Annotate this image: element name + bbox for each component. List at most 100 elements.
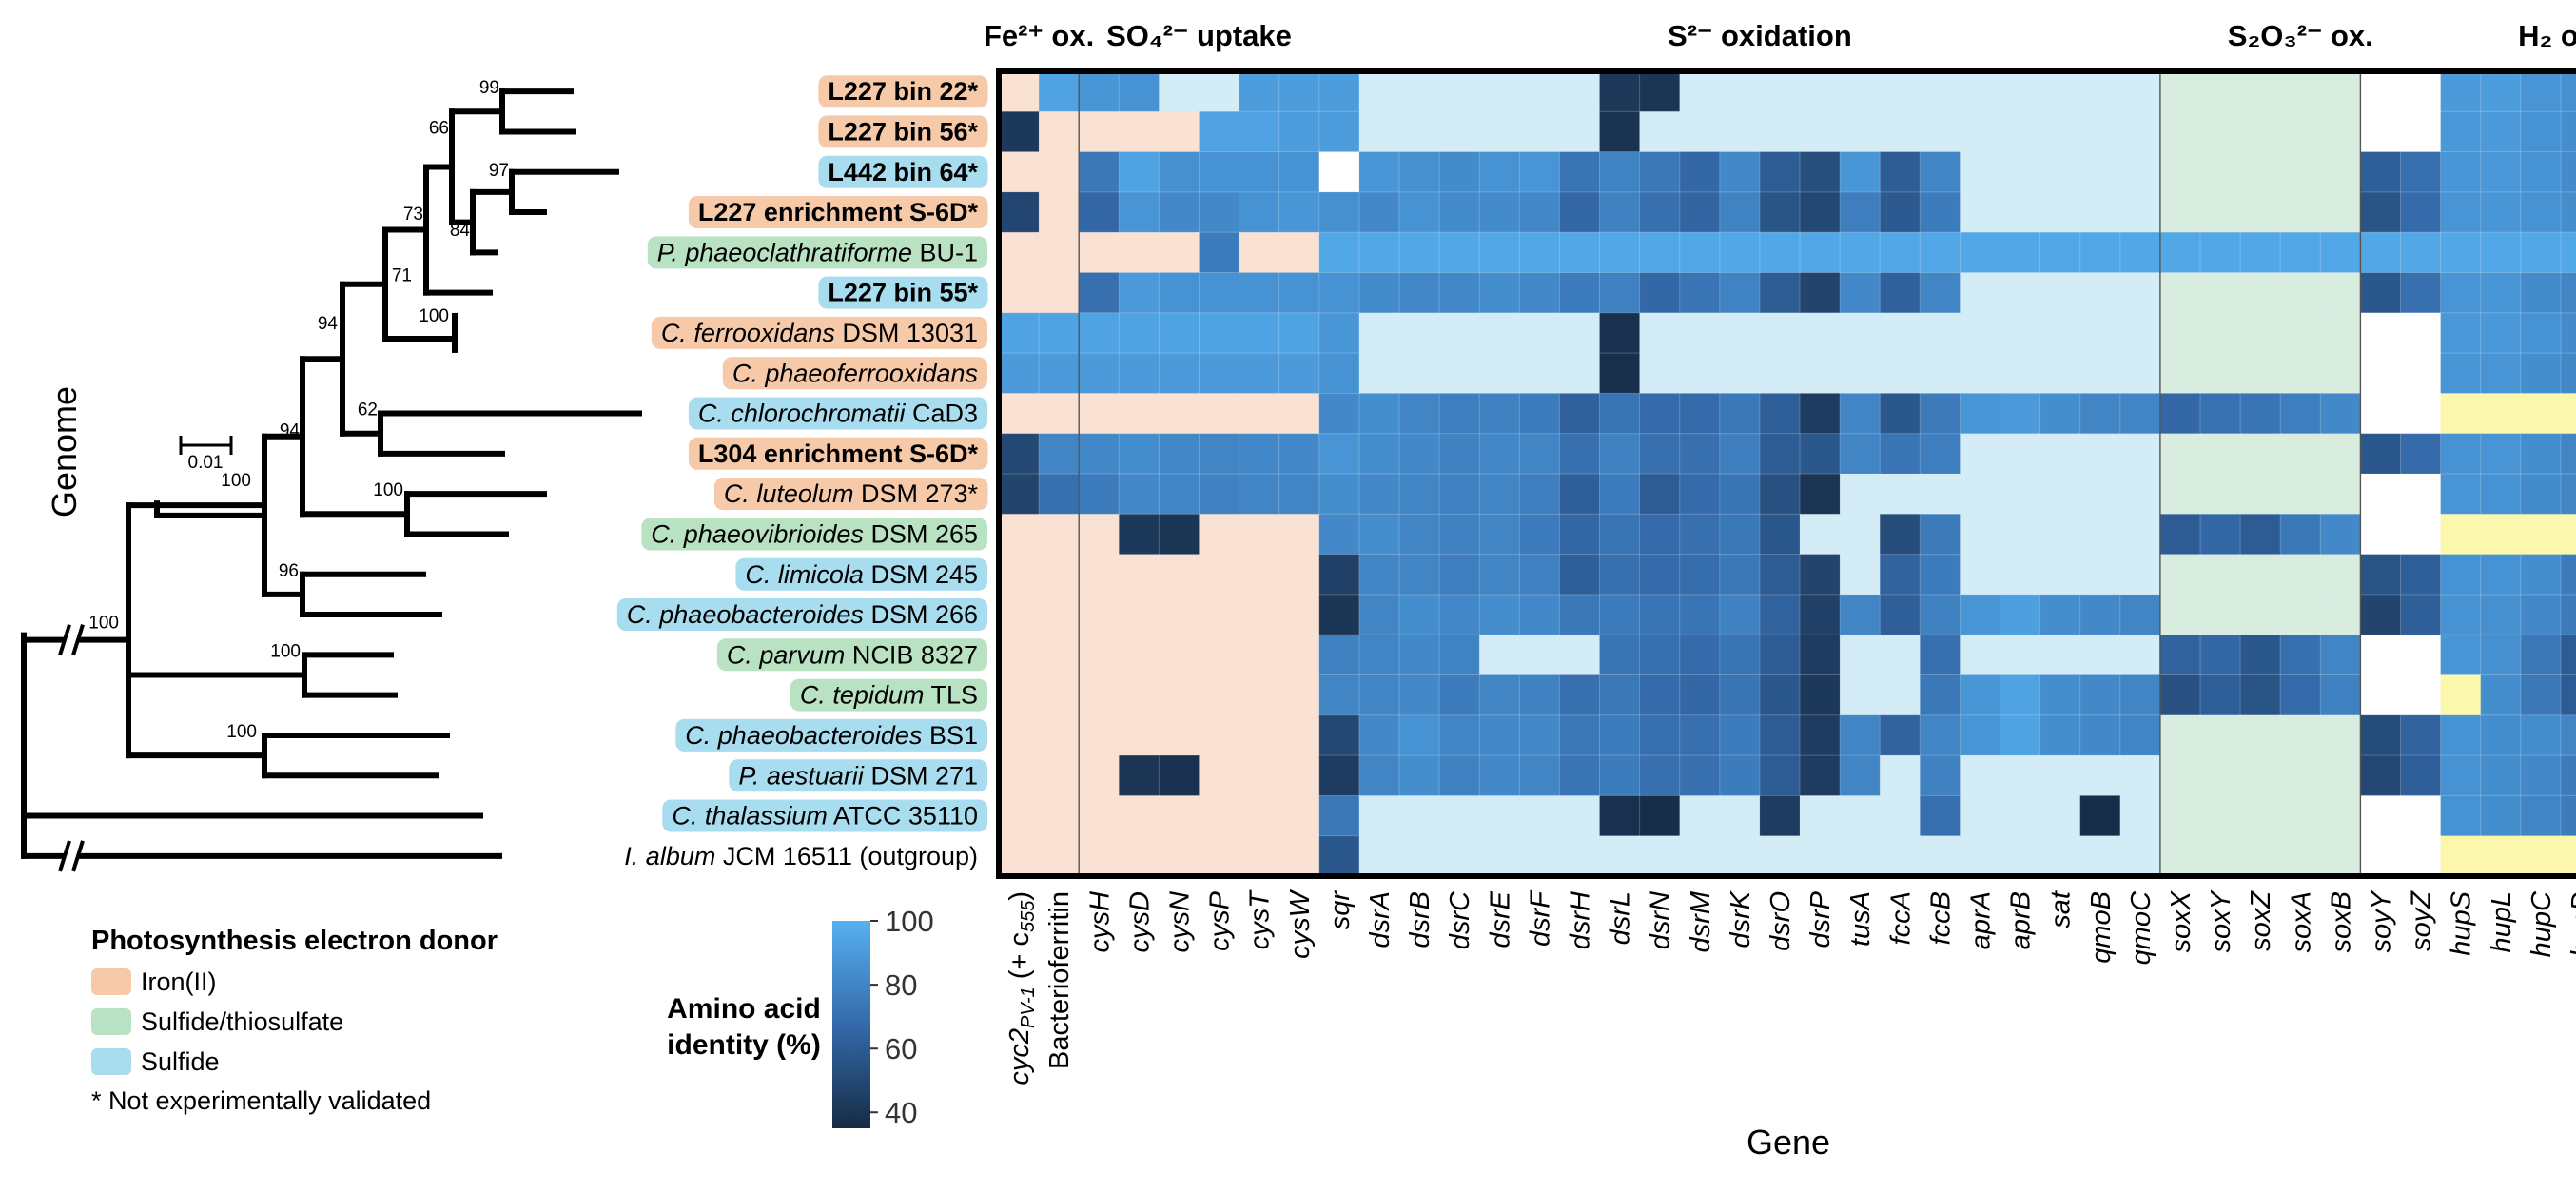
cell-r18-c3 <box>1119 795 1160 837</box>
cell-outline <box>2239 231 2281 273</box>
cell-outline <box>1398 594 1440 635</box>
cell-r12-c1 <box>1039 554 1080 596</box>
cell-r5-c23 <box>1920 272 1961 314</box>
cell-r17-c23 <box>1920 755 1961 796</box>
cell-outline <box>1318 231 1360 273</box>
cell-r12-c22 <box>1880 554 1921 596</box>
cell-r18-c31 <box>2240 795 2281 837</box>
cell-r6-c25 <box>2000 312 2041 354</box>
cell-outline <box>1199 231 1240 273</box>
cell-r14-c4 <box>1159 635 1200 676</box>
cell-outline <box>1398 714 1440 756</box>
cell-outline <box>2520 754 2562 796</box>
donor-highlight <box>818 75 988 108</box>
cell-r17-c16 <box>1639 755 1681 796</box>
genome-label-4: P. phaeoclathratiforme BU-1 <box>647 236 987 269</box>
gene-label-12: dsrE <box>1485 890 1515 948</box>
cell-outline <box>1799 272 1841 314</box>
cell-r11-c28 <box>2119 514 2161 556</box>
gene-label-36: hupS <box>2447 890 2477 955</box>
cell-r6-c7 <box>1278 312 1320 354</box>
cell-r18-c38 <box>2520 795 2562 837</box>
cell-outline <box>1558 714 1601 756</box>
cell-r9-c32 <box>2280 433 2321 475</box>
cell-r10-c21 <box>1840 474 1881 515</box>
cell-r14-c2 <box>1079 635 1120 676</box>
cell-outline <box>2039 714 2081 756</box>
cell-outline <box>1759 433 1801 475</box>
cell-outline <box>1318 674 1360 716</box>
cell-outline <box>1398 473 1440 515</box>
cell-outline <box>2440 231 2482 273</box>
cell-r2-c9 <box>1358 151 1400 193</box>
cell-r5-c4 <box>1159 272 1200 314</box>
cell-outline <box>2560 594 2576 635</box>
cell-r5-c1 <box>1039 272 1080 314</box>
cell-outline <box>1438 513 1480 556</box>
cell-r1-c38 <box>2520 111 2562 153</box>
gene-label-22: fccA <box>1885 891 1916 945</box>
cell-outline <box>2079 594 2121 635</box>
cell-r6-c11 <box>1439 312 1480 354</box>
cell-r17-c32 <box>2280 755 2321 796</box>
cell-outline <box>1599 594 1641 635</box>
cell-r8-c15 <box>1599 393 1641 435</box>
cell-outline <box>1239 433 1280 475</box>
cell-r9-c21 <box>1840 433 1881 475</box>
cell-r9-c37 <box>2480 433 2522 475</box>
cell-r7-c0 <box>999 353 1040 394</box>
cell-r5-c26 <box>2039 272 2081 314</box>
cell-r8-c32 <box>2280 393 2321 435</box>
cell-outline <box>1438 674 1480 716</box>
cell-r3-c38 <box>2520 191 2562 233</box>
cell-outline <box>2000 392 2041 435</box>
cell-outline <box>1318 312 1360 354</box>
cell-r4-c39 <box>2560 232 2576 274</box>
cell-r8-c5 <box>1199 393 1240 435</box>
cell-r15-c22 <box>1880 674 1921 716</box>
cell-r1-c19 <box>1759 111 1801 153</box>
strain-name: L227 bin 22* <box>828 77 978 106</box>
cell-r3-c20 <box>1800 191 1841 233</box>
cell-outline <box>2440 594 2482 635</box>
cell-outline <box>1478 513 1520 556</box>
cell-r6-c24 <box>1960 312 2001 354</box>
cell-r13-c22 <box>1880 594 1921 635</box>
cell-r4-c15 <box>1599 232 1641 274</box>
cell-r7-c30 <box>2200 353 2241 394</box>
cell-outline <box>2440 433 2482 475</box>
cell-r17-c39 <box>2560 755 2576 796</box>
cell-r0-c16 <box>1639 71 1681 112</box>
cell-outline <box>1639 754 1681 796</box>
donor-highlight <box>818 276 988 309</box>
cell-r13-c10 <box>1399 594 1440 635</box>
strain-name: L227 bin 55* <box>828 279 978 307</box>
donor-highlight <box>688 437 988 470</box>
cell-outline <box>1199 352 1240 394</box>
cell-outline <box>2000 594 2041 635</box>
cell-r4-c0 <box>999 232 1040 274</box>
cell-outline <box>2560 70 2576 112</box>
cell-r16-c22 <box>1880 714 1921 756</box>
cell-outline <box>2239 674 2281 716</box>
cell-r19-c39 <box>2560 835 2576 877</box>
cell-outline <box>1518 473 1560 515</box>
cell-r18-c5 <box>1199 795 1240 837</box>
cell-r3-c10 <box>1399 191 1440 233</box>
cell-r3-c2 <box>1079 191 1120 233</box>
cell-outline <box>2199 231 2241 273</box>
cell-r12-c3 <box>1119 554 1160 596</box>
cell-r10-c14 <box>1559 474 1601 515</box>
bootstrap-5: 71 <box>392 266 412 286</box>
cell-outline <box>1158 513 1200 556</box>
cell-r0-c30 <box>2200 71 2241 112</box>
cell-r14-c24 <box>1960 635 2001 676</box>
cell-r16-c24 <box>1960 714 2001 756</box>
cell-r10-c27 <box>2079 474 2121 515</box>
cell-outline <box>2000 714 2041 756</box>
cell-r10-c13 <box>1519 474 1560 515</box>
cell-r2-c25 <box>2000 151 2041 193</box>
cell-r17-c38 <box>2520 755 2562 796</box>
cell-r13-c14 <box>1559 594 1601 635</box>
